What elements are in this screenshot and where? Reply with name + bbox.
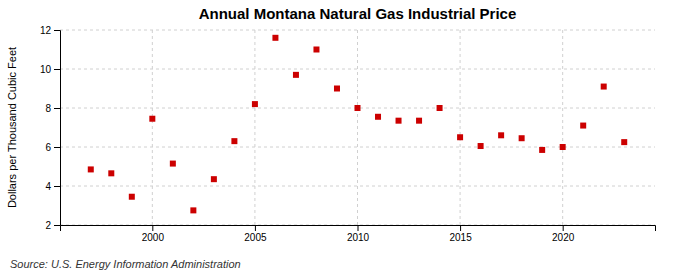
y-tick-mark — [54, 147, 60, 148]
y-tick-mark — [54, 186, 60, 187]
x-grid-line — [254, 30, 255, 225]
square-point — [293, 72, 299, 78]
square-point — [149, 116, 155, 122]
square-point — [498, 132, 504, 138]
x-tick: 2010 — [347, 225, 370, 243]
y-tick-label: 2 — [45, 220, 51, 231]
y-axis-title: Dollars per Thousand Cubic Feet — [6, 47, 18, 208]
square-point — [539, 147, 545, 153]
square-point — [457, 134, 463, 140]
y-tick: 10 — [40, 64, 60, 75]
square-point — [211, 176, 217, 182]
y-tick: 2 — [45, 220, 60, 231]
square-point — [580, 123, 586, 129]
square-point — [519, 135, 525, 141]
x-tick-mark — [563, 225, 564, 231]
square-point — [334, 86, 340, 92]
x-tick-label: 2020 — [552, 232, 575, 243]
square-point — [88, 166, 94, 172]
x-tick-mark — [358, 225, 359, 231]
y-tick: 8 — [45, 103, 60, 114]
y-tick: 6 — [45, 142, 60, 153]
square-point — [560, 144, 566, 150]
x-grid-line — [460, 30, 461, 225]
square-point — [478, 143, 484, 149]
x-grid-line — [562, 30, 563, 225]
x-tick-label: 2015 — [449, 232, 472, 243]
square-point — [437, 105, 443, 111]
y-tick-label: 4 — [45, 181, 51, 192]
y-tick: 4 — [45, 181, 60, 192]
square-point — [129, 194, 135, 200]
y-tick-label: 10 — [40, 64, 52, 75]
y-tick-mark — [54, 69, 60, 70]
x-tick-label: 2010 — [347, 232, 370, 243]
chart-container: 2000 2005 2010 2015 2020 2 4 6 8 10 12 Annual Monta… — [0, 0, 675, 275]
x-grid-line — [357, 30, 358, 225]
y-tick-label: 6 — [45, 142, 51, 153]
square-point — [416, 118, 422, 124]
square-point — [396, 118, 402, 124]
x-axis: 2000 2005 2010 2015 2020 — [61, 225, 656, 243]
square-point — [190, 207, 196, 213]
x-tick: 2005 — [244, 225, 267, 243]
y-tick-mark — [54, 225, 60, 226]
x-grid-line — [152, 30, 153, 225]
x-tick-mark — [255, 225, 256, 231]
y-tick-label: 8 — [45, 103, 51, 114]
square-point — [170, 161, 176, 167]
y-tick-label: 12 — [40, 25, 52, 36]
square-point — [231, 138, 237, 144]
x-tick-label: 2000 — [142, 232, 165, 243]
source-note: Source: U.S. Energy Information Administ… — [10, 258, 241, 270]
square-point — [108, 170, 114, 176]
y-tick-mark — [54, 30, 60, 31]
square-point — [272, 35, 278, 41]
plot-area: 2000 2005 2010 2015 2020 2 4 6 8 10 12 — [40, 25, 656, 243]
x-tick: 2020 — [552, 225, 575, 243]
x-tick: 2015 — [449, 225, 472, 243]
square-point — [601, 84, 607, 90]
points — [88, 35, 627, 214]
square-point — [313, 47, 319, 53]
square-point — [355, 105, 361, 111]
x-axis-line — [61, 226, 656, 232]
title: Annual Montana Natural Gas Industrial Pr… — [199, 5, 517, 22]
y-tick-mark — [54, 108, 60, 109]
y-axis: 2 4 6 8 10 12 — [40, 25, 61, 231]
y-tick: 12 — [40, 25, 60, 36]
square-point — [621, 139, 627, 145]
x-tick-label: 2005 — [244, 232, 267, 243]
x-tick: 2000 — [142, 225, 165, 243]
square-point — [375, 114, 381, 120]
x-tick-mark — [152, 225, 153, 231]
grid — [60, 30, 655, 225]
y-axis-line — [54, 31, 61, 226]
square-point — [252, 101, 258, 107]
x-tick-mark — [460, 225, 461, 231]
chart-svg: 2000 2005 2010 2015 2020 2 4 6 8 10 12 Annual Monta… — [0, 0, 675, 275]
